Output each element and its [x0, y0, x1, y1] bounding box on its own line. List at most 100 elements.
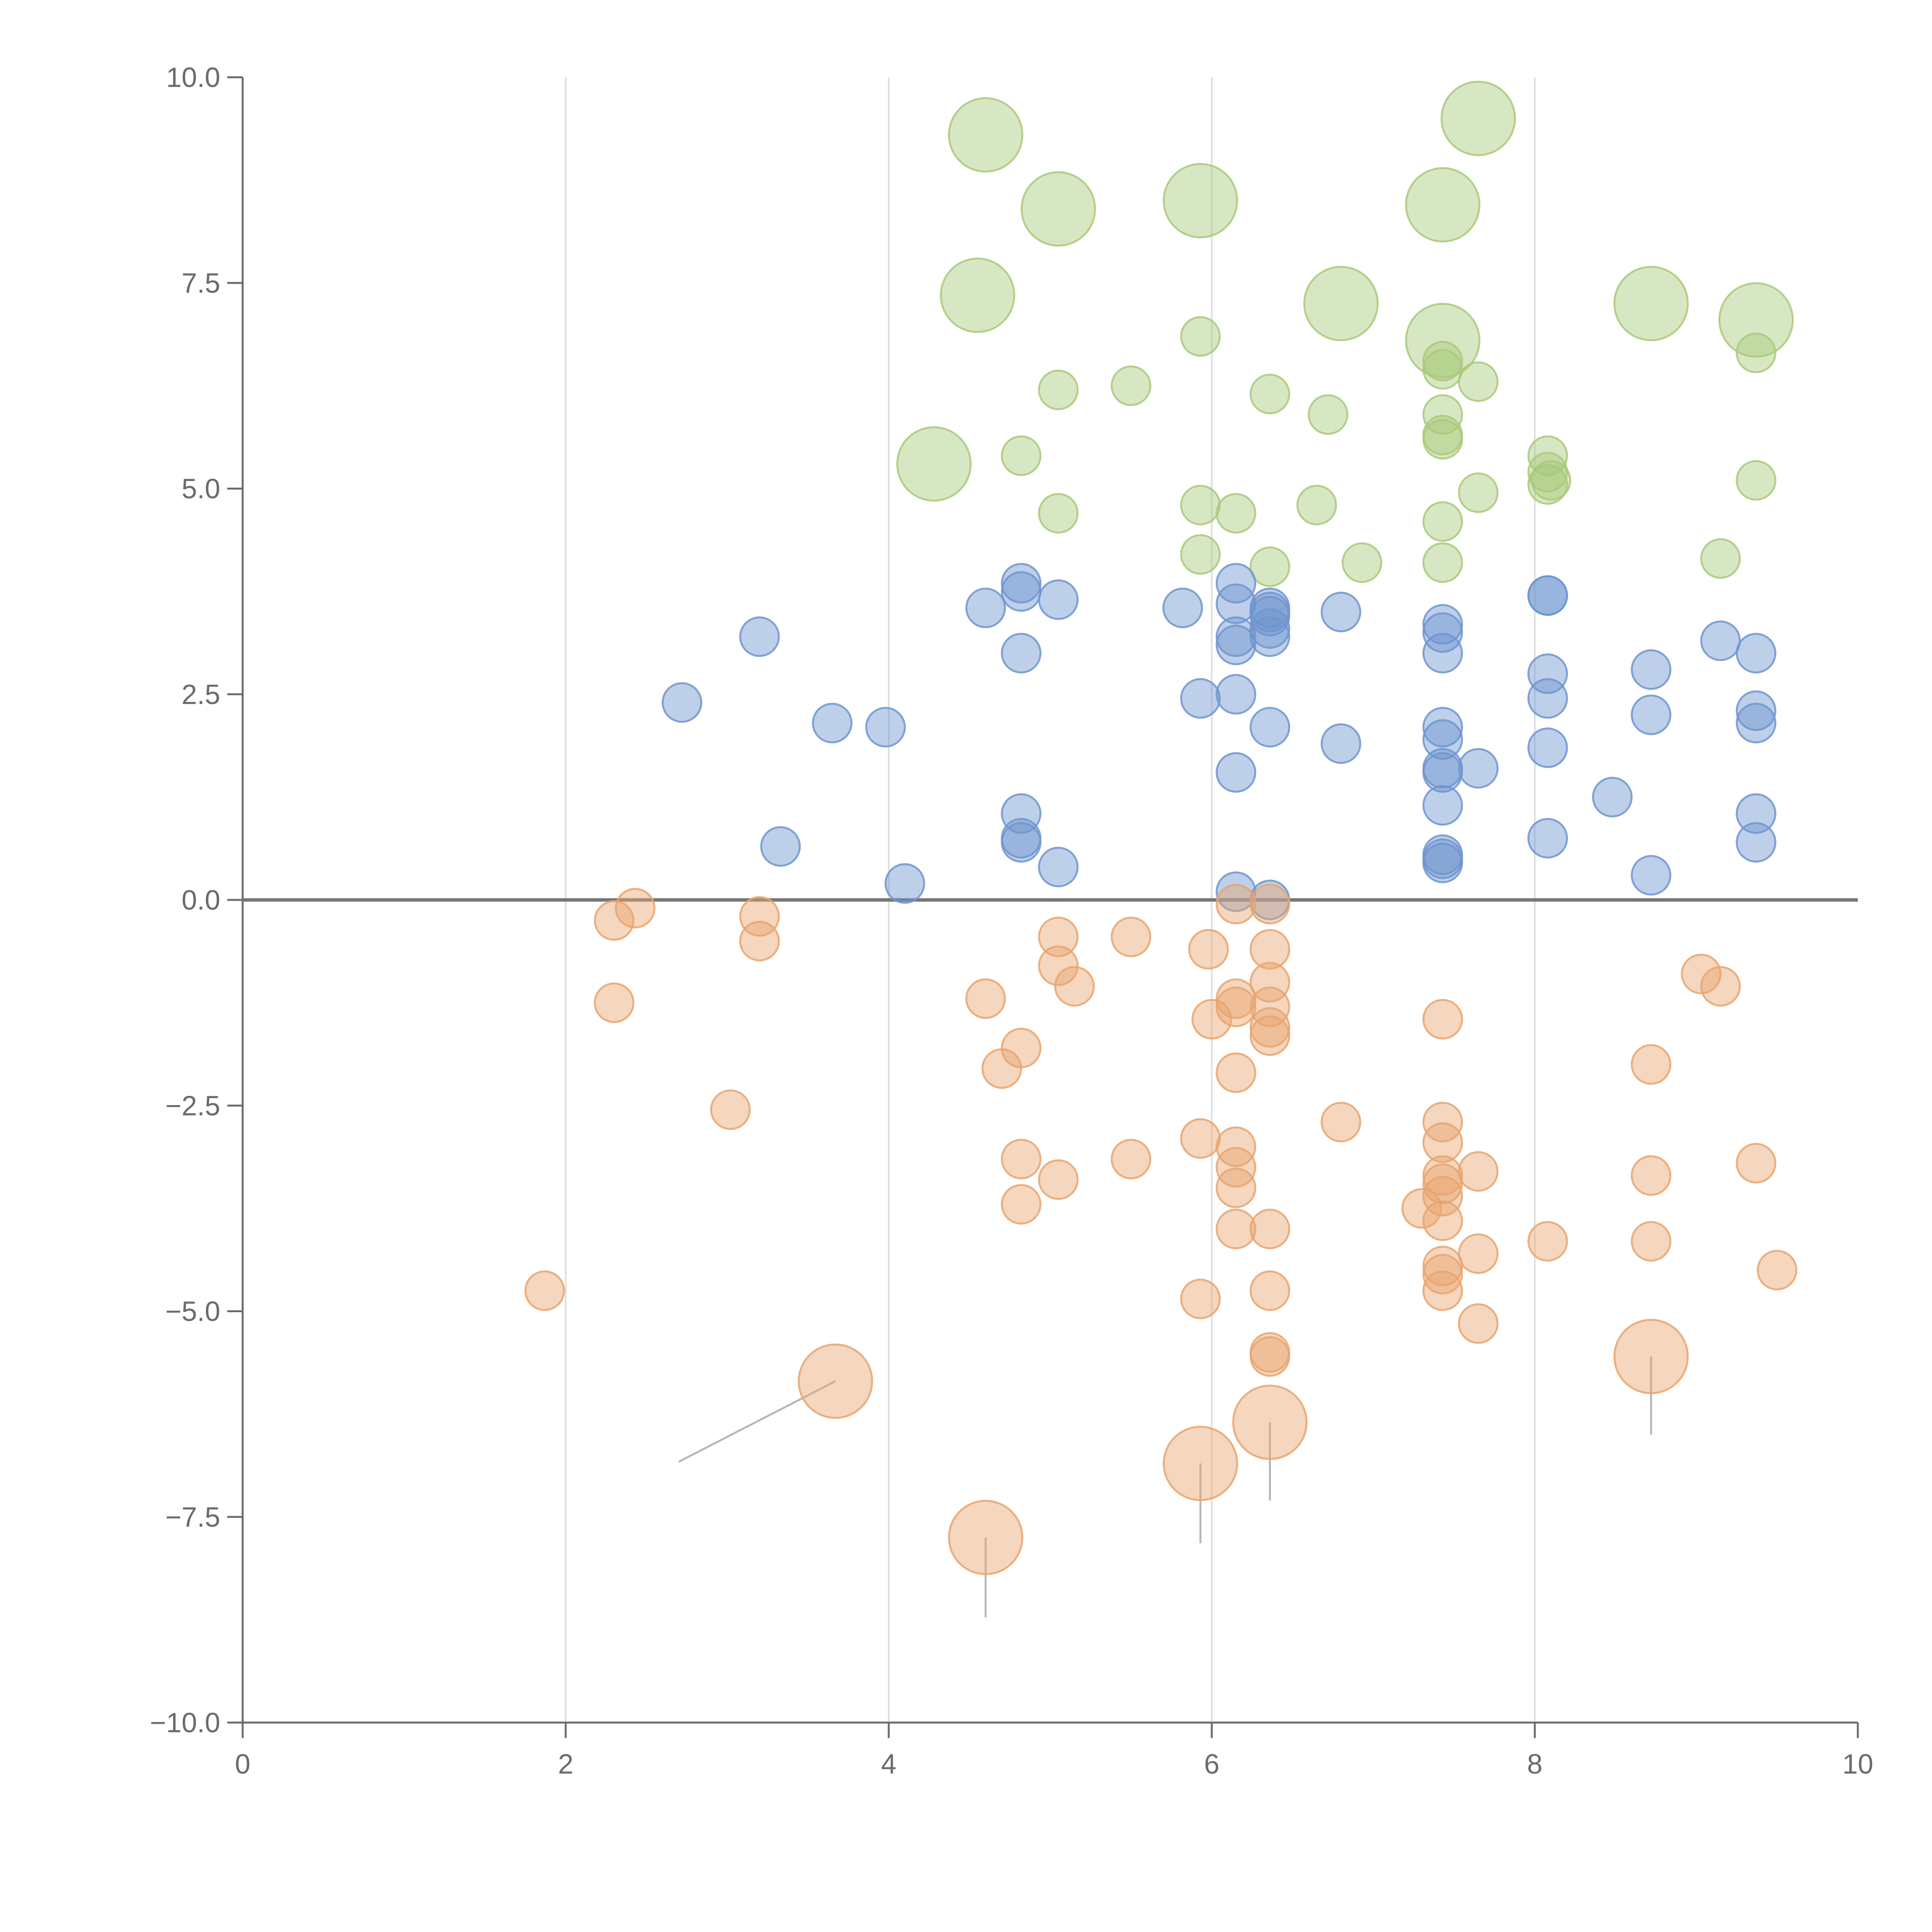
orange-point [524, 1270, 565, 1311]
y-tick-label: 5.0 [182, 474, 220, 505]
blue-point [1001, 793, 1042, 834]
blue-point [1422, 752, 1463, 793]
orange-point [1527, 1221, 1568, 1262]
x-tick-label: 10 [1842, 1749, 1873, 1780]
blue-point [1249, 608, 1290, 649]
x-tick-label: 4 [881, 1749, 896, 1780]
y-tick-label: 0.0 [182, 885, 220, 916]
green-point [1736, 460, 1777, 501]
blue-point [1422, 612, 1463, 653]
blue-point [1001, 633, 1042, 673]
orange-point [1180, 1279, 1221, 1320]
green-point [1440, 80, 1516, 156]
blue-point [1736, 633, 1777, 673]
orange-point [1216, 978, 1257, 1019]
data-points [524, 80, 1798, 1575]
orange-point [1111, 1139, 1151, 1180]
green-point [1038, 369, 1079, 410]
orange-point [1038, 917, 1079, 957]
orange-point [1700, 966, 1741, 1007]
blue-point [1001, 563, 1042, 604]
blue-point [1216, 563, 1257, 604]
green-point [1020, 171, 1096, 247]
orange-point [1249, 1007, 1290, 1048]
orange-point [1422, 1270, 1463, 1311]
orange-point [981, 1048, 1022, 1089]
green-point [1180, 316, 1221, 357]
blue-point [965, 587, 1006, 628]
tick-labels: 10.0 7.5 5.0 2.5 0.0 −2.5 −5.0 −7.5 −10.0 0 2 4 6 8 10 [150, 62, 1873, 1780]
orange-point [1111, 917, 1151, 957]
blue-point [1249, 595, 1290, 636]
green-point [1458, 472, 1499, 513]
orange-point [1613, 1319, 1689, 1395]
orange-point [1422, 1155, 1463, 1196]
green-point [1163, 163, 1238, 238]
blue-point [1736, 822, 1777, 863]
orange-point [1458, 1233, 1499, 1274]
orange-point [1188, 929, 1229, 970]
blue-point [1422, 719, 1463, 760]
orange-point [1320, 1102, 1361, 1143]
green-point [1422, 349, 1463, 390]
leader-line [678, 1380, 836, 1463]
green-point [1308, 394, 1349, 435]
orange-point [1216, 1209, 1257, 1250]
blue-point [865, 707, 906, 748]
blue-point [1162, 587, 1203, 628]
orange-point [1038, 1159, 1079, 1200]
blue-point [1038, 847, 1079, 888]
blue-point [1422, 707, 1463, 748]
x-tick-label: 8 [1527, 1749, 1543, 1780]
orange-point [1001, 1184, 1042, 1225]
orange-point [1216, 1147, 1257, 1188]
y-tick-label: 7.5 [182, 268, 220, 299]
orange-point [1191, 999, 1232, 1040]
blue-point [1527, 678, 1568, 719]
blue-point [662, 682, 702, 723]
green-point [1458, 361, 1499, 402]
orange-point [948, 1500, 1024, 1575]
green-point [1038, 493, 1079, 534]
orange-point [1001, 1139, 1042, 1180]
green-point [1296, 485, 1337, 526]
blue-point [1249, 616, 1290, 657]
blue-point [1527, 653, 1568, 694]
orange-point [710, 1089, 751, 1130]
orange-point [1216, 1052, 1257, 1093]
blue-point [1527, 818, 1568, 859]
orange-point [1054, 966, 1095, 1007]
y-tick-label: −5.0 [165, 1296, 220, 1327]
blue-point [1422, 633, 1463, 673]
green-point [1422, 542, 1463, 583]
green-point [1422, 394, 1463, 435]
blue-point [1736, 793, 1777, 834]
blue-point [1592, 777, 1633, 818]
orange-point [1631, 1155, 1672, 1196]
orange-point [1216, 884, 1257, 925]
y-tick-label: −10.0 [150, 1708, 220, 1738]
y-tick-label: 10.0 [166, 62, 220, 93]
blue-point [760, 826, 801, 867]
blue-point [1216, 674, 1257, 715]
orange-point [1038, 945, 1079, 986]
orange-point [1180, 1118, 1221, 1159]
orange-point [1249, 986, 1290, 1027]
orange-point [1249, 929, 1290, 970]
blue-point [1631, 649, 1672, 690]
green-point [1700, 538, 1741, 579]
blue-point [1320, 592, 1361, 633]
orange-point [594, 982, 634, 1023]
orange-point [1422, 1102, 1463, 1143]
x-tick-label: 2 [558, 1749, 573, 1780]
green-point [1180, 485, 1221, 526]
green-point [1736, 332, 1777, 373]
orange-point [1736, 1143, 1777, 1184]
blue-point [1422, 785, 1463, 826]
orange-point [739, 896, 780, 937]
blue-point [739, 616, 780, 657]
green-point [1718, 282, 1794, 358]
x-tick-label: 0 [235, 1749, 250, 1780]
orange-point [615, 888, 656, 929]
green-point [1111, 365, 1151, 406]
